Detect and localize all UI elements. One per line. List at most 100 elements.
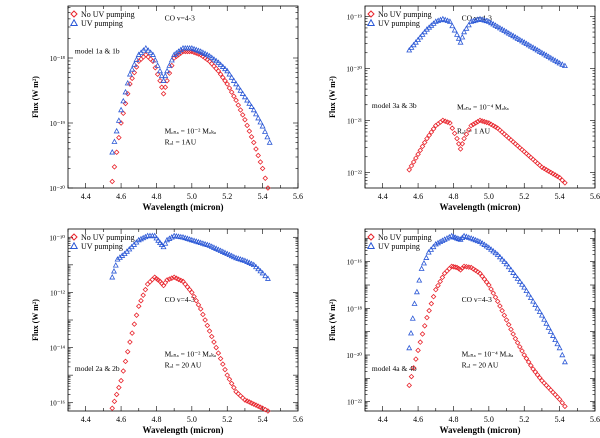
data-point: [191, 293, 197, 300]
y-tick-label: 10⁻²⁰: [49, 185, 65, 193]
data-point: [507, 266, 514, 273]
x-axis-label: Wavelength (micron): [439, 202, 520, 212]
data-point: [543, 382, 550, 389]
data-point: [120, 368, 127, 374]
annotation: Rₒₗ = 1AU: [165, 137, 197, 146]
data-point: [444, 268, 450, 274]
data-point: [215, 246, 222, 252]
data-point: [265, 185, 271, 191]
data-point: [525, 359, 532, 365]
data-point: [525, 41, 532, 48]
annotation: Rₒₗ = 1 AU: [457, 126, 491, 135]
data-point: [131, 69, 138, 76]
y-tick-label: 10⁻¹⁰: [49, 234, 65, 242]
data-point: [527, 43, 534, 49]
data-point: [472, 120, 479, 126]
data-point: [475, 118, 481, 125]
data-point: [470, 266, 477, 272]
data-point: [519, 348, 525, 354]
data-point: [224, 250, 231, 257]
data-point: [193, 297, 200, 304]
data-point: [138, 235, 144, 242]
data-point: [534, 46, 541, 53]
data-point: [111, 268, 117, 274]
data-point: [514, 275, 521, 281]
data-point: [219, 248, 226, 254]
data-point: [494, 251, 501, 257]
data-point: [408, 329, 414, 336]
data-point: [138, 56, 144, 62]
data-point: [523, 40, 530, 46]
annotation: model 4a & 4b: [372, 364, 417, 373]
data-point: [246, 128, 253, 134]
data-point: [417, 33, 424, 40]
data-point: [439, 274, 446, 281]
data-point: [409, 315, 416, 321]
data-point: [559, 177, 566, 183]
data-point: [430, 126, 437, 132]
data-point: [152, 56, 159, 63]
data-point: [244, 97, 251, 103]
data-point: [127, 339, 133, 345]
data-point: [124, 348, 131, 355]
x-tick-label: 5.2: [222, 415, 232, 424]
data-point: [158, 72, 165, 79]
data-point: [206, 328, 213, 334]
data-point: [485, 244, 492, 250]
data-point: [184, 48, 191, 55]
data-point: [204, 56, 211, 63]
data-point: [113, 149, 120, 156]
data-point: [417, 147, 424, 154]
data-point: [465, 21, 472, 28]
data-point: [129, 75, 135, 82]
data-point: [206, 52, 213, 59]
data-point: [550, 56, 556, 62]
data-point: [173, 49, 180, 56]
data-point: [490, 247, 497, 254]
data-point: [492, 294, 499, 301]
data-point: [419, 331, 426, 337]
data-point: [499, 307, 505, 314]
data-point: [109, 149, 116, 155]
data-point: [175, 48, 182, 54]
data-point: [541, 316, 548, 322]
plot-frame: [67, 228, 299, 412]
x-axis-label: Wavelength (micron): [142, 202, 223, 212]
data-point: [217, 61, 224, 67]
data-point: [241, 93, 248, 100]
x-tick-label: 5.0: [484, 415, 494, 424]
data-point: [230, 253, 237, 260]
data-point: [253, 110, 259, 117]
data-point: [410, 159, 417, 165]
data-point: [556, 174, 563, 181]
data-point: [255, 114, 262, 121]
x-tick-label: 5.2: [222, 192, 232, 201]
data-point: [479, 273, 485, 280]
data-point: [406, 382, 412, 389]
data-point: [217, 247, 224, 253]
data-point: [505, 30, 512, 36]
data-point: [142, 286, 149, 293]
data-point: [501, 312, 508, 319]
data-point: [261, 128, 268, 134]
data-point: [208, 60, 215, 67]
data-point: [532, 301, 539, 308]
data-point: [147, 56, 154, 62]
data-point: [142, 45, 149, 51]
data-point: [208, 333, 215, 340]
data-point: [463, 233, 470, 239]
panel-bottom-right: 4.4 4.6 4.8 5.0 5.2 5.4 5.6 Wavelength (micron)…: [328, 228, 600, 435]
data-point: [157, 239, 163, 245]
annotation: Mₒₙₐ = 10⁻⁴ Mₒₖₐ: [462, 349, 514, 358]
data-point: [202, 317, 208, 323]
data-point: [439, 237, 446, 243]
data-point: [413, 288, 420, 295]
data-point: [510, 331, 516, 337]
data-point: [140, 54, 147, 60]
data-point: [521, 39, 528, 45]
x-tick-label: 5.2: [519, 192, 529, 201]
data-point: [135, 236, 142, 243]
data-point: [516, 36, 523, 42]
data-point: [450, 263, 457, 270]
data-point: [421, 28, 428, 35]
